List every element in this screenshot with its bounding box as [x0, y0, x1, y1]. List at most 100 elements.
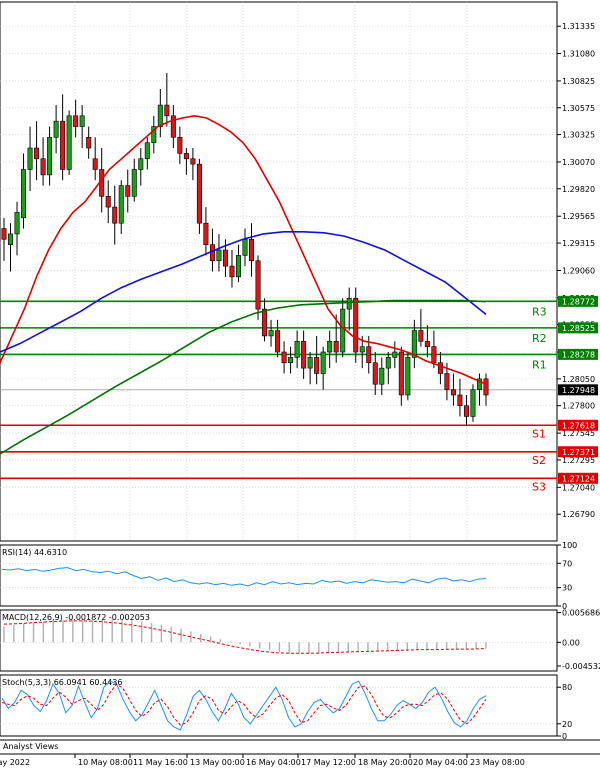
price-tick-label-4: 1.30325 — [562, 131, 595, 140]
moving-average-line-1 — [0, 231, 487, 353]
candle-body — [183, 153, 189, 160]
rsi-tick-label-3: 0 — [562, 602, 567, 611]
candle-body — [366, 346, 372, 364]
price-tick-label-1: 1.31080 — [562, 50, 595, 59]
level-badge-value-r2: 1.28525 — [562, 324, 595, 333]
price-tick-label-5: 1.30070 — [562, 158, 595, 167]
candle-body — [222, 249, 228, 267]
candle-body — [190, 158, 196, 165]
candle-body — [457, 394, 463, 407]
macd-tick-label-2: -0.004532 — [562, 662, 600, 671]
level-badge-s3 — [558, 472, 598, 484]
time-tick-label-5: 17 May 12:00 — [301, 758, 356, 767]
stoch-tick-label-1: 20 — [562, 720, 572, 729]
level-label-s2: S2 — [532, 454, 546, 467]
macd-tick-label-1: 0.00 — [562, 638, 580, 647]
current-price-value: 1.27948 — [562, 386, 595, 395]
level-label-r1: R1 — [532, 358, 547, 371]
candle-body — [424, 340, 430, 347]
candle-body — [86, 136, 92, 149]
level-badge-value-r1: 1.28278 — [562, 350, 595, 359]
price-tick-label-9: 1.29060 — [562, 266, 595, 275]
candle-body — [53, 120, 59, 138]
candle-body — [398, 351, 404, 396]
candle-body — [170, 115, 176, 138]
level-badge-r1 — [558, 348, 598, 360]
rsi-tick-label-1: 70 — [562, 559, 572, 568]
candle-body — [27, 147, 33, 170]
rsi-title: RSI(14) 44.6310 — [2, 548, 67, 557]
price-tick-label-3: 1.30575 — [562, 104, 595, 113]
macd-signal-line — [3, 620, 487, 654]
candle-body — [379, 367, 385, 385]
candle-body — [359, 346, 365, 353]
candle-body — [463, 405, 469, 417]
stoch-tick-label-2: 0 — [562, 732, 567, 741]
candle-body — [164, 104, 170, 117]
candle-body — [275, 330, 281, 353]
price-tick-label-15: 1.27545 — [562, 429, 595, 438]
candle-body — [418, 330, 424, 342]
panel-frames — [0, 1, 600, 755]
price-tick-label-17: 1.27040 — [562, 483, 595, 492]
level-badge-r2 — [558, 322, 598, 334]
rsi-panel: RSI(14) 44.6310 100 70 30 0 — [0, 541, 577, 611]
stoch-title: Stoch(5,3,3) 66.0941 60.4436 — [2, 678, 122, 687]
level-badges: 1.28772 1.28525 1.28278 1.27618 1.27371 1.271… — [558, 295, 598, 484]
candle-body — [353, 298, 359, 353]
moving-average-lines — [0, 114, 487, 455]
candle-body — [118, 185, 124, 224]
rsi-line — [1, 567, 487, 587]
price-tick-label-18: 1.26790 — [562, 510, 595, 519]
panel-frame-rsi — [0, 544, 558, 607]
candle-body — [235, 255, 241, 278]
candle-body — [242, 238, 248, 256]
candle-body — [79, 115, 85, 127]
candle-body — [34, 147, 40, 160]
candle-body — [281, 351, 287, 364]
level-badge-value-s3: 1.27124 — [562, 474, 595, 483]
macd-tick-label-0: 0.005686 — [562, 609, 600, 618]
time-tick-label-4: 16 May 04:00 — [246, 758, 301, 767]
candle-body — [144, 142, 150, 160]
candle-body — [268, 330, 274, 337]
candlestick-series — [1, 72, 489, 426]
level-badge-value-r3: 1.28772 — [562, 297, 595, 306]
level-label-r3: R3 — [532, 305, 547, 318]
candle-body — [105, 196, 111, 208]
candle-body — [255, 260, 261, 310]
level-badge-s1 — [558, 419, 598, 431]
candle-body — [131, 169, 137, 197]
price-tick-label-8: 1.29315 — [562, 239, 595, 248]
candle-body — [151, 126, 157, 143]
candle-body — [340, 308, 346, 353]
candle-body — [301, 340, 307, 369]
candle-body — [229, 265, 235, 278]
candle-body — [307, 357, 313, 369]
candle-body — [327, 340, 333, 353]
candle-body — [431, 346, 437, 364]
time-tick-label-8: 23 May 08:00 — [470, 758, 525, 767]
candle-body — [21, 169, 27, 219]
candle-body — [157, 104, 163, 127]
candle-body — [40, 158, 46, 176]
candle-body — [125, 185, 131, 197]
candle-body — [470, 389, 476, 417]
current-price-badge — [558, 384, 598, 396]
stoch-line-0 — [1, 680, 487, 731]
stoch-tick-label-0: 80 — [562, 683, 572, 692]
candle-body — [92, 158, 98, 170]
candle-body — [314, 357, 320, 374]
level-badge-s2 — [558, 446, 598, 458]
footer-label: Analyst Views — [3, 742, 58, 751]
candle-body — [476, 378, 482, 390]
level-badge-r3 — [558, 295, 598, 307]
candle-body — [346, 298, 352, 310]
candle-body — [372, 362, 378, 385]
rsi-tick-label-0: 100 — [562, 541, 577, 550]
candle-body — [216, 249, 222, 262]
candle-body — [288, 357, 294, 364]
time-tick-label-0: 9 May 2022 — [0, 758, 30, 767]
price-tick-label-13: 1.28050 — [562, 375, 595, 384]
